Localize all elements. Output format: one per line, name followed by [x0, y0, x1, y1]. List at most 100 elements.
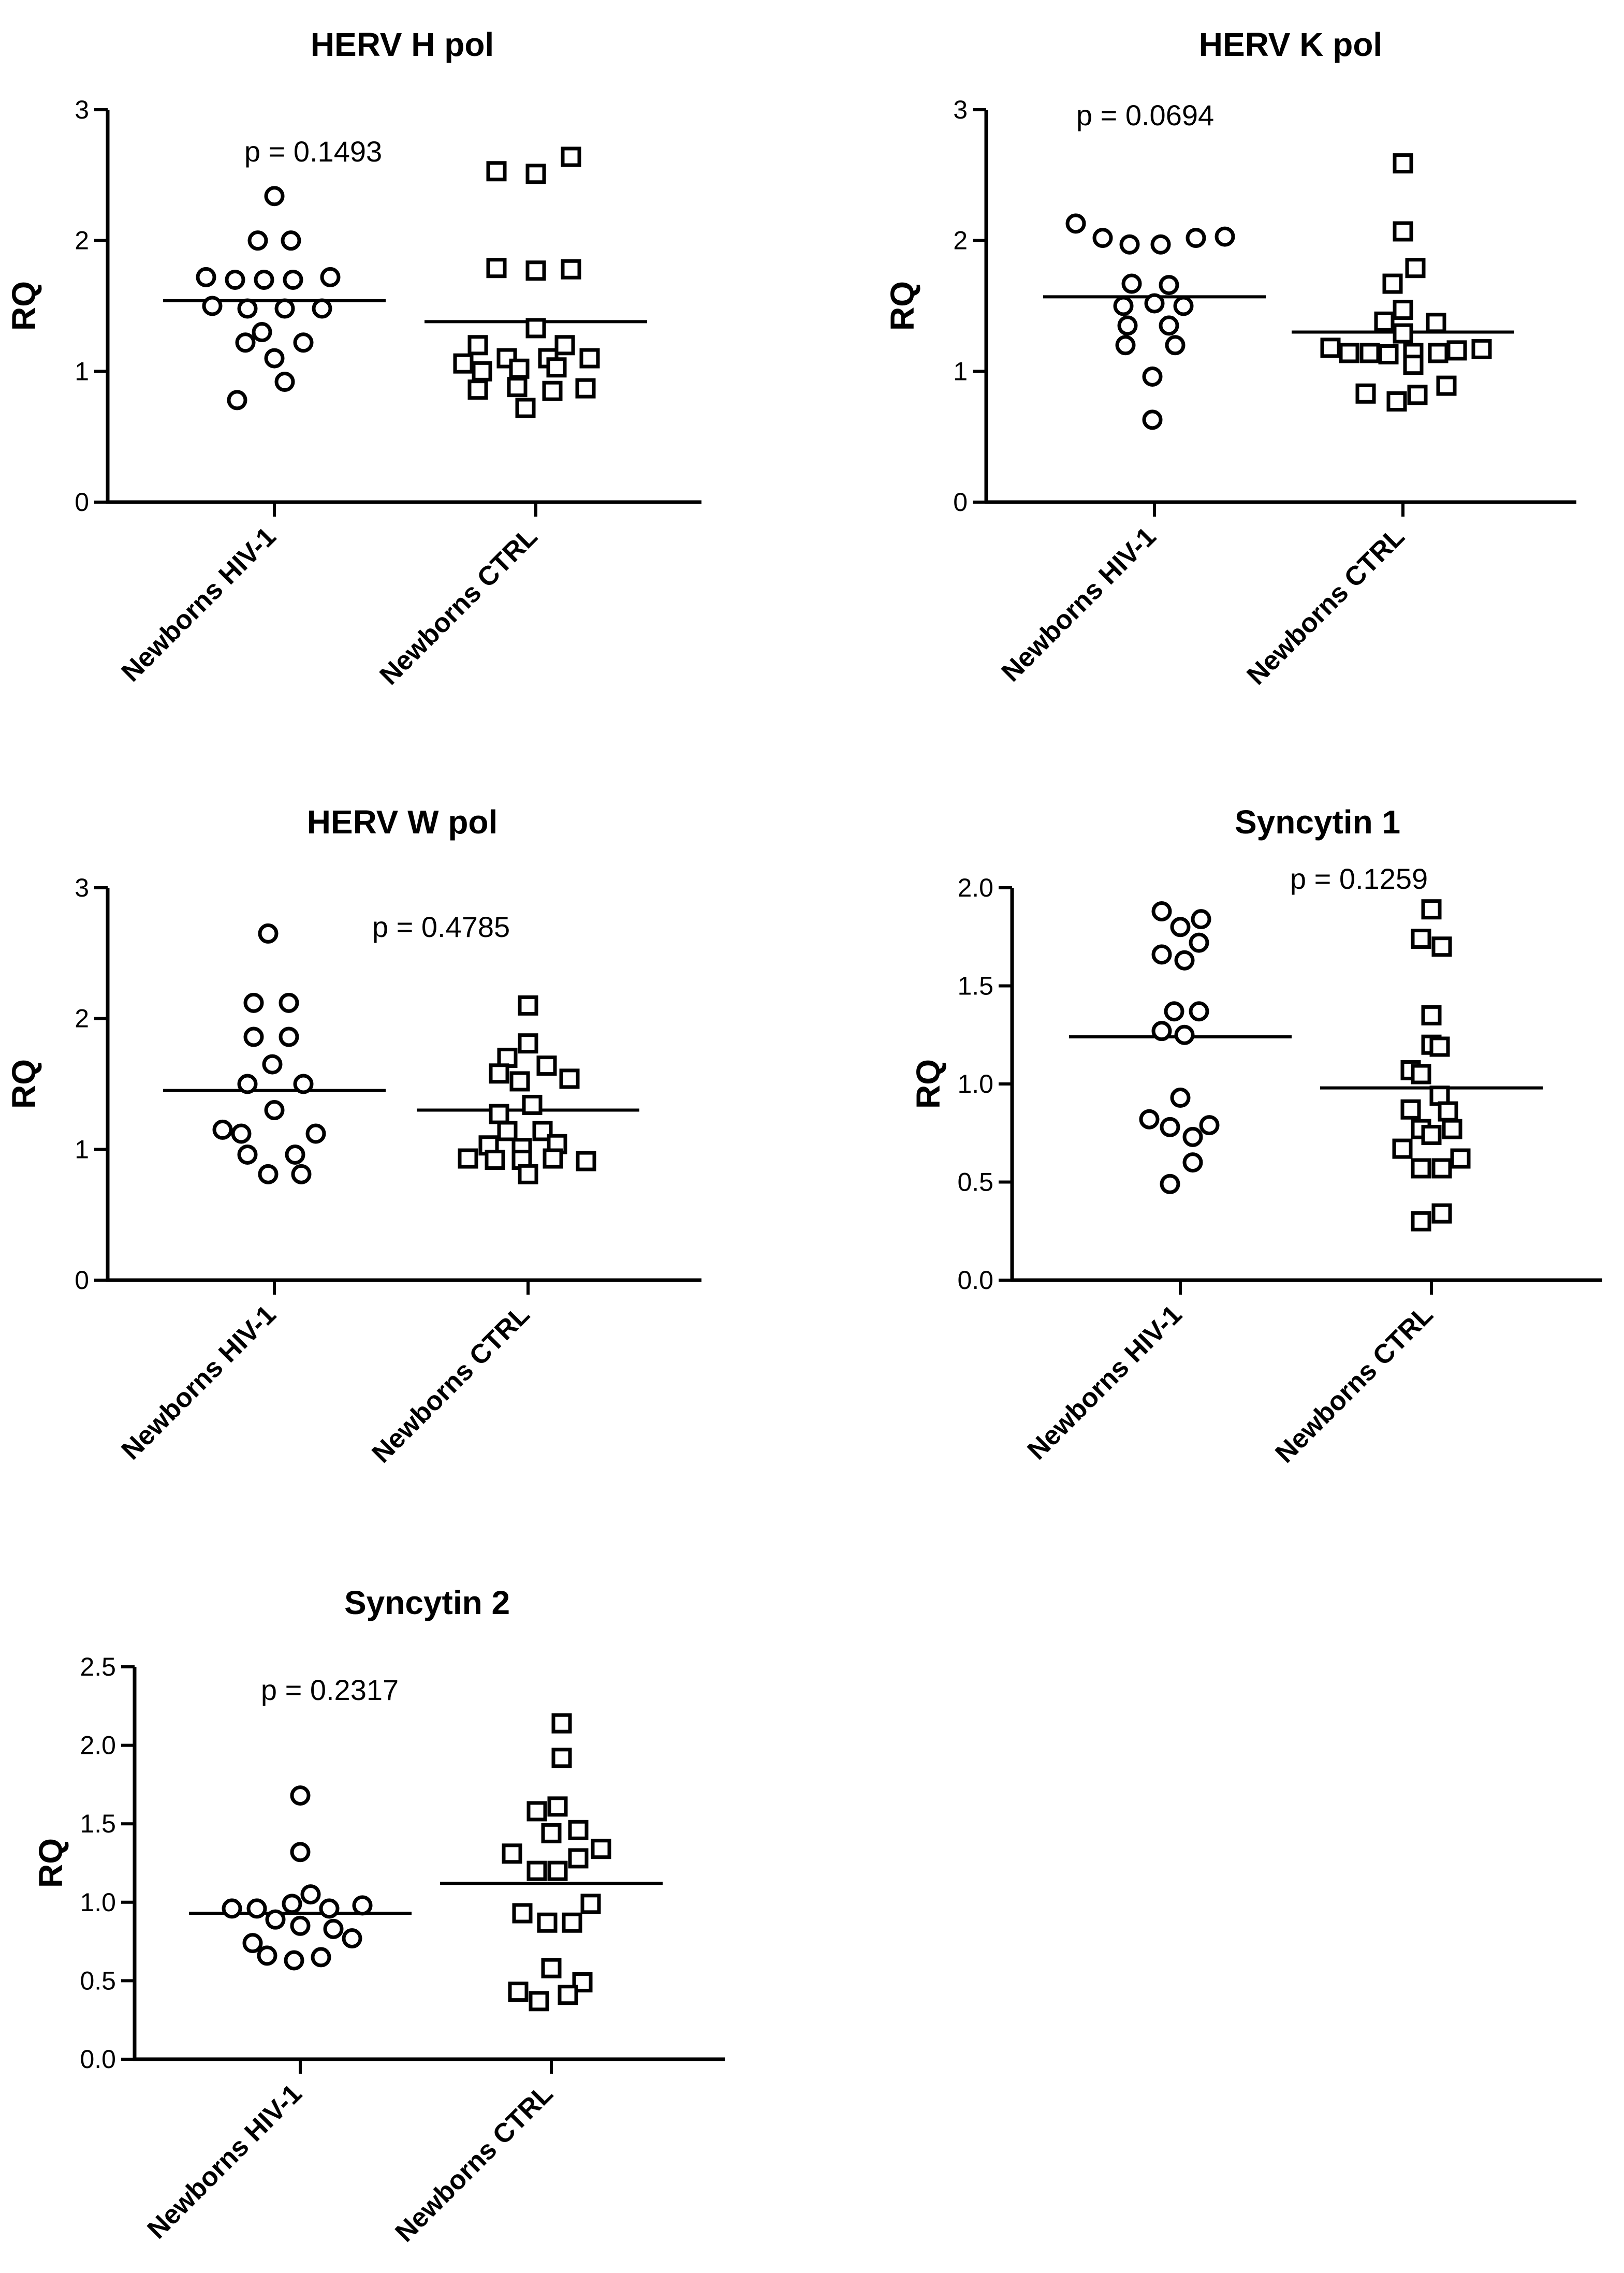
data-point-square [558, 1985, 578, 2005]
data-point-circle [237, 1074, 258, 1094]
data-point-circle [1144, 293, 1165, 314]
data-point-square [541, 1958, 562, 1978]
p-value-annotation: p = 0.1493 [244, 135, 382, 168]
data-point-square [568, 1820, 589, 1840]
data-point-circle [222, 1898, 242, 1919]
data-point-circle [291, 1164, 312, 1184]
data-point-circle [274, 298, 295, 319]
data-point-square [1431, 1203, 1452, 1224]
chart-title: HERV H pol [311, 26, 494, 63]
data-point-circle [1215, 226, 1235, 247]
data-point-square [1392, 1138, 1413, 1159]
data-point-circle [1170, 917, 1191, 937]
data-point-circle [290, 1842, 311, 1863]
data-point-circle [1121, 273, 1142, 294]
data-point-circle [258, 1164, 279, 1184]
data-point-square [1393, 323, 1413, 344]
data-point-circle [1170, 1088, 1191, 1108]
data-point-circle [247, 230, 268, 251]
data-point-square [508, 1982, 529, 2002]
data-point-circle [202, 296, 223, 316]
data-point-square [526, 1801, 547, 1822]
series-ctrl [440, 1713, 663, 2012]
data-point-square [1428, 343, 1449, 363]
data-point-circle [257, 1945, 277, 1966]
data-point-circle [1159, 315, 1179, 336]
y-axis-label: RQ [5, 1059, 42, 1109]
x-category-label: Newborns HIV-1 [996, 521, 1162, 687]
data-point-square [1355, 383, 1376, 404]
data-point-square [1393, 153, 1413, 174]
data-point-circle [1142, 409, 1163, 430]
data-point-square [525, 318, 546, 339]
data-point-square [1393, 300, 1413, 320]
data-point-square [1426, 313, 1446, 333]
data-point-circle [258, 923, 279, 944]
data-point-circle [264, 1100, 285, 1121]
data-point-square [580, 1894, 601, 1914]
data-point-square [515, 398, 536, 418]
data-point-circle [265, 1909, 286, 1930]
series-ctrl [1292, 153, 1514, 412]
data-point-square [1411, 1211, 1431, 1231]
chart-panel-5: Syncytin 2 RQ 0.0 0.5 1.0 1.5 2.0 2.5 Newborns H… [32, 1584, 725, 2248]
x-category-label: Newborns CTRL [374, 521, 543, 691]
data-point-square [1359, 343, 1380, 363]
data-point-circle [235, 332, 256, 353]
data-point-square [1339, 343, 1359, 363]
data-point-square [1386, 391, 1407, 412]
data-point-circle [320, 267, 341, 287]
data-point-circle [279, 1026, 299, 1047]
data-point-square [522, 1094, 543, 1115]
y-tick-label: 1.0 [80, 1888, 116, 1917]
data-point-circle [1115, 335, 1136, 356]
data-point-circle [1142, 366, 1163, 387]
series-ctrl [417, 995, 639, 1184]
data-point-square [547, 1796, 568, 1817]
data-point-square [554, 335, 575, 356]
data-point-square [1320, 338, 1341, 358]
x-category-label: Newborns CTRL [366, 1299, 535, 1469]
data-point-circle [312, 298, 332, 319]
data-point-square [1393, 221, 1413, 242]
data-point-square [537, 1912, 558, 1933]
data-point-circle [237, 298, 258, 319]
data-point-square [1411, 1158, 1431, 1179]
y-tick-label: 3 [75, 873, 89, 902]
x-category-label: Newborns CTRL [1269, 1299, 1439, 1469]
data-point-circle [262, 1054, 283, 1075]
data-point-square [485, 1150, 505, 1170]
x-category-label: Newborns CTRL [1241, 521, 1410, 691]
data-point-square [1429, 1036, 1450, 1057]
data-point-circle [243, 992, 264, 1013]
data-point-circle [1191, 909, 1211, 930]
data-point-circle [264, 186, 285, 207]
data-point-circle [1189, 932, 1209, 953]
y-tick-label: 0.5 [957, 1168, 993, 1197]
data-point-square [1446, 340, 1467, 361]
data-point-square [543, 1148, 563, 1169]
data-point-square [562, 1912, 582, 1933]
data-point-square [575, 378, 596, 399]
data-point-square [1442, 1119, 1462, 1139]
chart-title: HERV K pol [1199, 26, 1382, 63]
data-point-circle [1150, 234, 1171, 255]
data-point-square [486, 258, 507, 278]
data-point-circle [254, 269, 274, 290]
data-point-square [541, 1823, 562, 1843]
data-point-square [1400, 1099, 1421, 1120]
data-point-square [559, 1068, 580, 1089]
data-point-square [472, 361, 492, 382]
data-point-circle [279, 992, 299, 1013]
data-point-square [497, 1121, 518, 1141]
data-point-circle [1117, 315, 1138, 336]
data-point-circle [1160, 1117, 1180, 1137]
chart-title: Syncytin 2 [344, 1584, 510, 1621]
data-point-square [1405, 258, 1426, 278]
data-point-square [1378, 344, 1399, 364]
data-point-circle [290, 1785, 311, 1806]
p-value-annotation: p = 0.0694 [1076, 99, 1214, 131]
data-point-circle [285, 1144, 305, 1165]
y-tick-label: 0 [953, 488, 968, 517]
data-point-square [1471, 339, 1492, 359]
